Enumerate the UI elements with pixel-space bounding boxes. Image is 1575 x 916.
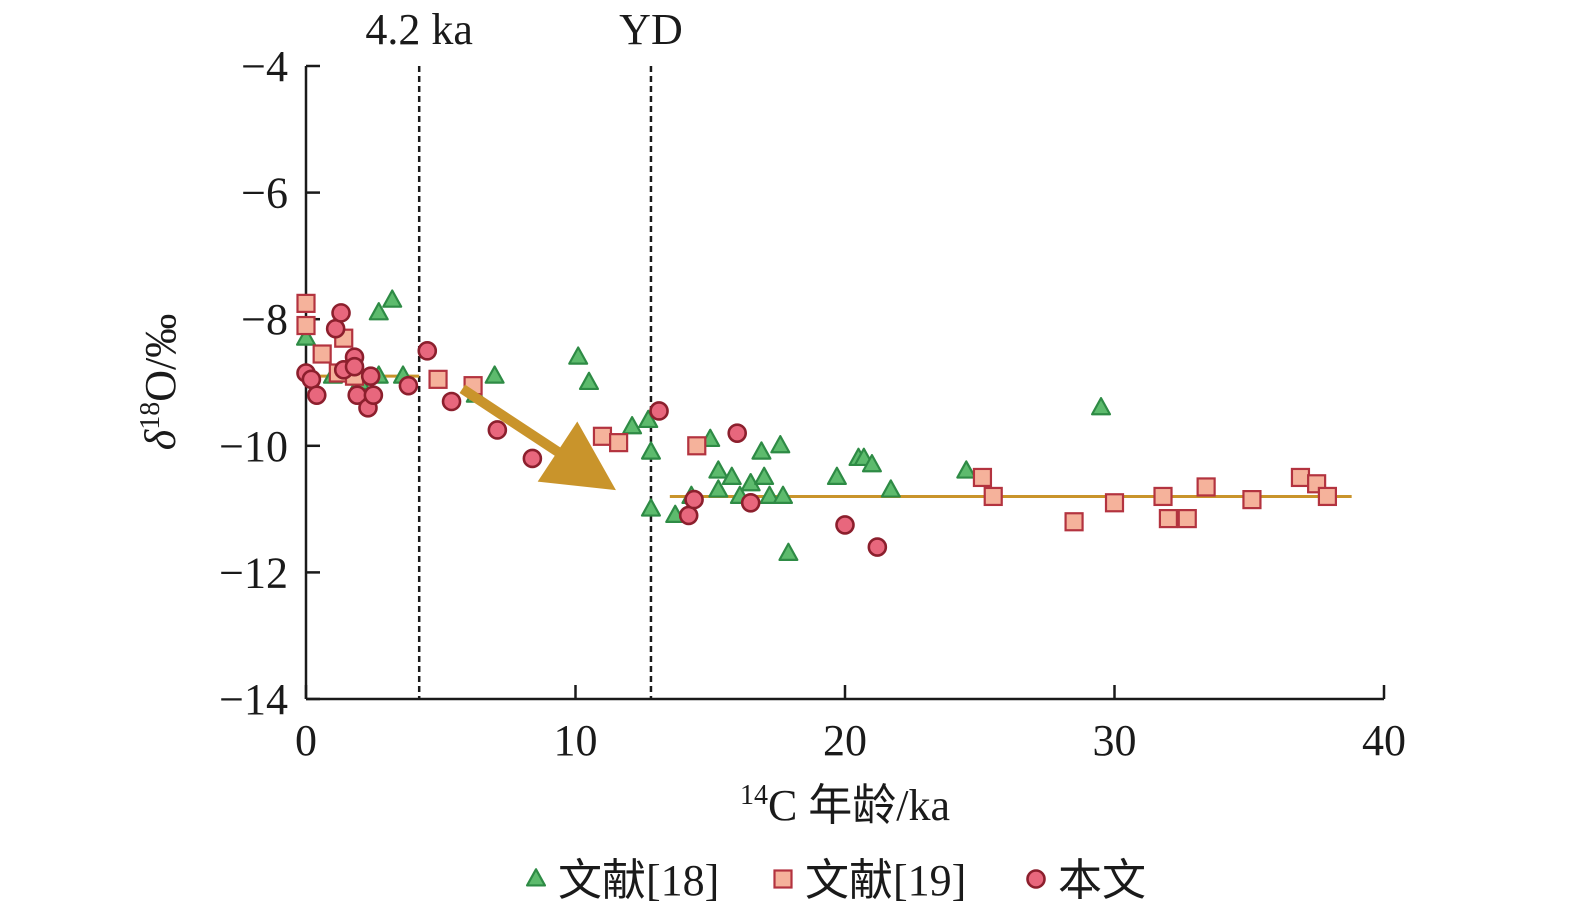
triangle-point — [956, 460, 977, 479]
y-tick-label: −12 — [219, 548, 288, 597]
y-tick-label: −14 — [219, 675, 288, 724]
circle-point — [325, 318, 346, 339]
x-axis-label-text: C 年龄/ka — [768, 781, 950, 830]
triangle-point — [622, 416, 643, 435]
triangle-point — [295, 327, 317, 346]
square-point — [296, 293, 316, 313]
square-point — [983, 486, 1003, 507]
circle-point — [867, 537, 888, 557]
x-axis-label: 14C 年龄/ka — [740, 780, 950, 830]
arrow-shape — [459, 384, 616, 491]
square-point — [1153, 486, 1173, 507]
legend: 文献[18] 文献[19] 本文 — [525, 856, 1146, 905]
y-axis-label-delta: δ — [136, 428, 185, 450]
triangle-point — [382, 289, 403, 308]
circle-point — [487, 420, 508, 440]
triangle-point — [721, 466, 742, 486]
data-points — [295, 289, 1338, 561]
y-tick-label: −6 — [241, 169, 288, 218]
legend-label: 文献[19] — [805, 856, 966, 905]
circle-point — [649, 401, 669, 421]
square-point — [1064, 512, 1084, 532]
square-point — [1290, 467, 1311, 488]
triangle-point — [861, 454, 882, 473]
triangle-point — [1090, 397, 1112, 416]
triangle-point — [568, 346, 589, 365]
triangle-point — [826, 466, 847, 486]
triangle-point — [708, 460, 729, 479]
square-point — [1158, 508, 1179, 529]
triangle-point — [754, 466, 775, 486]
circle-point — [331, 303, 351, 323]
square-point — [428, 369, 448, 389]
y-axis-label-text: O/‰ — [136, 314, 185, 402]
circle-point — [363, 385, 384, 405]
legend-label: 本文 — [1058, 856, 1146, 905]
legend-marker-square — [773, 869, 793, 889]
x-tick-label: 40 — [1362, 716, 1406, 765]
triangle-point — [638, 409, 659, 429]
x-tick-label: 20 — [823, 716, 867, 765]
square-point — [312, 344, 332, 364]
square-point — [609, 433, 629, 453]
circle-point — [306, 385, 327, 405]
circle-point — [678, 505, 699, 526]
x-tick-label: 0 — [295, 716, 317, 765]
triangle-point — [640, 441, 661, 460]
circle-point — [441, 391, 462, 412]
triangle-point — [880, 479, 901, 498]
legend-item: 文献[19] — [773, 856, 966, 905]
triangle-point — [772, 485, 794, 504]
square-point — [972, 467, 993, 488]
legend-marker-triangle — [525, 868, 547, 887]
circle-point — [835, 515, 855, 535]
square-point — [1196, 477, 1216, 497]
y-tick-label: −10 — [219, 422, 288, 471]
x-tick-label: 30 — [1093, 716, 1137, 765]
triangle-point — [368, 302, 389, 321]
circle-point — [398, 375, 419, 396]
y-tick-label: −8 — [241, 295, 288, 344]
trend-arrow — [459, 384, 616, 491]
y-axis-label-superscript: 18 — [135, 402, 166, 430]
circle-point — [301, 369, 322, 390]
triangle-point — [759, 485, 780, 504]
triangle-point — [484, 365, 505, 384]
triangle-point — [640, 498, 661, 517]
x-tick-label: 10 — [554, 716, 598, 765]
triangle-point — [751, 441, 772, 460]
square-point — [1104, 493, 1125, 513]
event-label: YD — [619, 5, 683, 54]
legend-item: 文献[18] — [525, 856, 719, 905]
triangle-point — [778, 542, 799, 561]
legend-label: 文献[18] — [558, 856, 719, 905]
axes: −4 −6 −8 −10 −12 −140 10 20 30 40 — [219, 42, 1406, 765]
x-axis-label-superscript: 14 — [740, 780, 768, 811]
circle-point — [522, 448, 543, 469]
circle-point — [684, 489, 704, 510]
circle-point — [344, 356, 365, 377]
square-point — [1317, 486, 1338, 507]
legend-item: 本文 — [1026, 856, 1146, 905]
legend-marker-circle — [1026, 869, 1046, 889]
y-axis-label: δ18O/‰ — [135, 314, 185, 450]
circle-point — [727, 423, 748, 443]
circle-point — [740, 492, 761, 513]
square-point — [1177, 508, 1197, 529]
y-tick-label: −4 — [241, 42, 288, 91]
annotations: 4.2 ka YD — [365, 5, 683, 699]
square-point — [1242, 490, 1262, 510]
square-point — [296, 315, 316, 336]
square-point — [592, 426, 613, 446]
event-label: 4.2 ka — [365, 5, 473, 54]
series-circle — [296, 303, 888, 557]
triangle-point — [708, 479, 729, 498]
square-point — [687, 436, 707, 456]
circle-point — [360, 366, 381, 386]
triangle-point — [770, 435, 791, 454]
triangle-point — [578, 371, 600, 391]
circle-point — [417, 341, 438, 361]
